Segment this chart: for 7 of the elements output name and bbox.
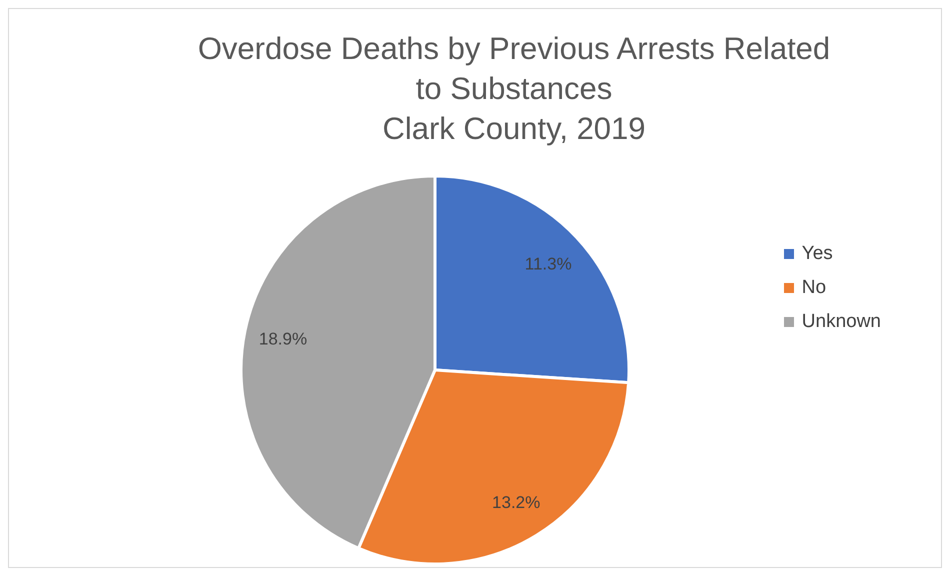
legend-label: Yes — [802, 242, 833, 266]
data-label: 11.3% — [524, 254, 572, 274]
data-label: 18.9% — [258, 329, 308, 348]
legend-label: No — [802, 276, 826, 300]
chart-title: Overdose Deaths by Previous Arrests Related to Substances Clark County, 2019 — [196, 30, 832, 148]
legend-label: Unknown — [802, 310, 881, 334]
data-label: 13.2% — [492, 492, 540, 512]
